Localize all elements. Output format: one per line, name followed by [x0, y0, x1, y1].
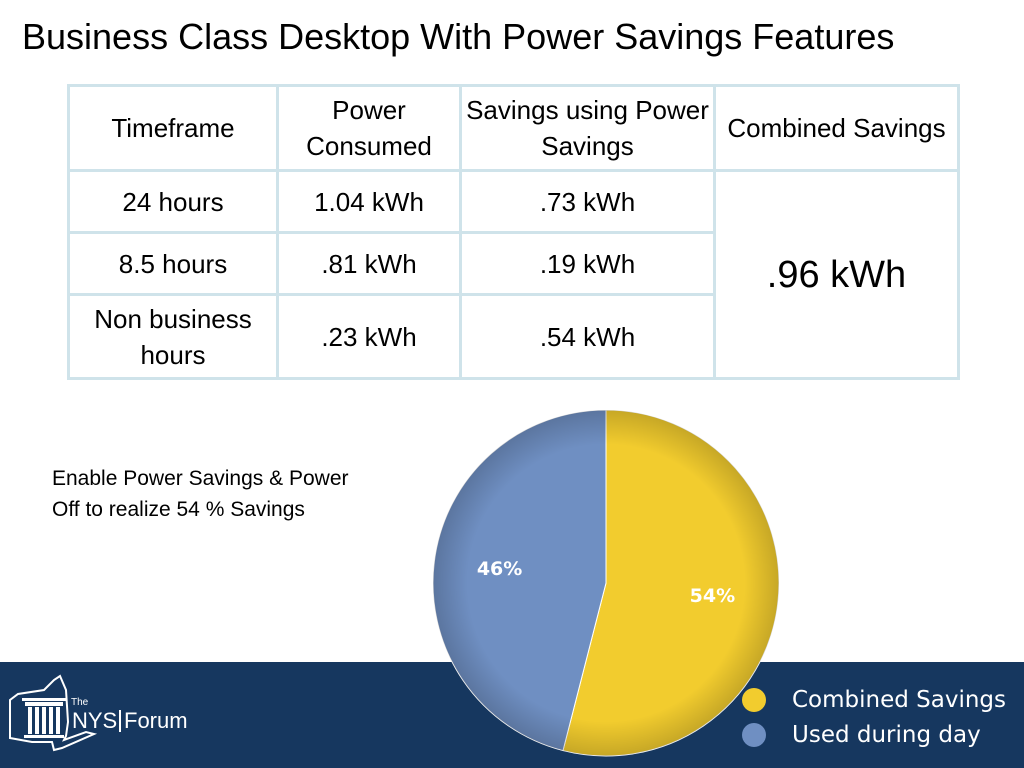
table-row: 24 hours 1.04 kWh .73 kWh .96 kWh: [67, 169, 960, 380]
chart-legend: Combined Savings Used during day: [742, 682, 1022, 752]
table-row: 8.5 hours .81 kWh .19 kWh: [67, 231, 959, 296]
header-timeframe: Timeframe: [67, 84, 279, 172]
legend-item-combined: Combined Savings: [742, 682, 1022, 717]
cell-timeframe: Non business hours: [67, 293, 279, 380]
table-header-row: Timeframe Power Consumed Savings using P…: [67, 84, 960, 172]
header-power-consumed: Power Consumed: [276, 84, 462, 172]
cell-power-consumed: 1.04 kWh: [276, 169, 462, 234]
legend-swatch-combined: [742, 687, 766, 712]
table-row: Non business hours .23 kWh .54 kWh: [67, 293, 959, 380]
ny-state-outline: [9, 674, 98, 752]
header-combined-savings: Combined Savings: [713, 84, 960, 172]
pie-shading: [433, 410, 779, 756]
logo-the: The: [71, 697, 89, 708]
cell-timeframe: 8.5 hours: [67, 231, 279, 296]
cell-timeframe: 24 hours: [67, 169, 279, 234]
logo-forum: Forum: [124, 708, 188, 733]
logo-nys: NYS: [72, 708, 117, 733]
column-icon: [22, 698, 66, 738]
pie-label-combined-savings: 54%: [690, 585, 735, 607]
legend-label: Used during day: [792, 721, 981, 748]
cell-combined-savings: .96 kWh: [713, 169, 960, 380]
page-title: Business Class Desktop With Power Saving…: [22, 16, 895, 57]
cell-power-consumed: .23 kWh: [276, 293, 462, 380]
cell-savings: .54 kWh: [459, 293, 716, 380]
pie-chart: 54% 46%: [432, 409, 780, 757]
nys-forum-logo: The NYS Forum: [9, 674, 188, 752]
cell-power-consumed: .81 kWh: [276, 231, 462, 296]
cell-savings: .19 kWh: [459, 231, 716, 296]
cell-savings: .73 kWh: [459, 169, 716, 234]
pie-label-used-during-day: 46%: [477, 558, 522, 580]
legend-item-used: Used during day: [742, 717, 1022, 752]
savings-table: Timeframe Power Consumed Savings using P…: [67, 84, 960, 380]
header-savings: Savings using Power Savings: [459, 84, 716, 172]
savings-note: Enable Power Savings & Power Off to real…: [52, 467, 349, 521]
legend-swatch-used: [742, 722, 766, 747]
legend-label: Combined Savings: [792, 686, 1007, 713]
